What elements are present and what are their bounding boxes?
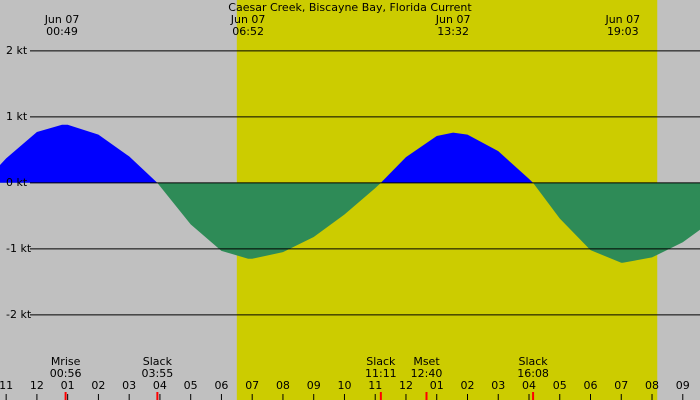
peak-time: 19:03 [607, 25, 639, 38]
x-tick-label: 05 [553, 379, 567, 392]
event-label: Mset [413, 355, 440, 368]
y-tick-label: -2 kt [6, 308, 32, 321]
x-tick-label: 07 [245, 379, 259, 392]
event-label: Slack [143, 355, 173, 368]
x-tick-label: 09 [676, 379, 690, 392]
peak-date: Jun 07 [44, 13, 80, 26]
y-tick-label: 1 kt [6, 110, 28, 123]
flood-area [0, 124, 700, 183]
event-label: Slack [518, 355, 548, 368]
y-tick-label: 0 kt [6, 176, 28, 189]
ebb-area [157, 182, 700, 263]
event-time: 03:55 [142, 367, 174, 380]
x-tick-label: 06 [584, 379, 598, 392]
x-tick-label: 07 [614, 379, 628, 392]
x-tick-label: 02 [460, 379, 474, 392]
x-tick-label: 01 [61, 379, 75, 392]
x-tick-label: 08 [276, 379, 290, 392]
x-tick-label: 12 [399, 379, 413, 392]
x-tick-label: 09 [307, 379, 321, 392]
event-time: 11:11 [365, 367, 397, 380]
peak-date: Jun 07 [435, 13, 471, 26]
x-tick-label: 06 [214, 379, 228, 392]
chart-title: Caesar Creek, Biscayne Bay, Florida Curr… [228, 1, 472, 14]
x-tick-label: 05 [184, 379, 198, 392]
x-tick-label: 08 [645, 379, 659, 392]
peak-time: 13:32 [437, 25, 469, 38]
x-tick-label: 04 [153, 379, 167, 392]
x-tick-label: 12 [30, 379, 44, 392]
x-tick-label: 02 [91, 379, 105, 392]
x-tick-label: 10 [337, 379, 351, 392]
y-tick-label: 2 kt [6, 44, 28, 57]
event-time: 00:56 [50, 367, 82, 380]
peak-date: Jun 07 [230, 13, 266, 26]
event-time: 12:40 [411, 367, 443, 380]
peak-time: 00:49 [46, 25, 78, 38]
event-label: Slack [366, 355, 396, 368]
event-time: 16:08 [517, 367, 549, 380]
x-tick-label: 11 [368, 379, 382, 392]
x-tick-label: 01 [430, 379, 444, 392]
peak-time: 06:52 [232, 25, 264, 38]
peak-date: Jun 07 [604, 13, 640, 26]
x-tick-label: 11 [0, 379, 13, 392]
x-tick-label: 03 [122, 379, 136, 392]
x-tick-label: 04 [522, 379, 536, 392]
event-label: Mrise [51, 355, 81, 368]
x-tick-label: 03 [491, 379, 505, 392]
y-tick-label: -1 kt [6, 242, 32, 255]
